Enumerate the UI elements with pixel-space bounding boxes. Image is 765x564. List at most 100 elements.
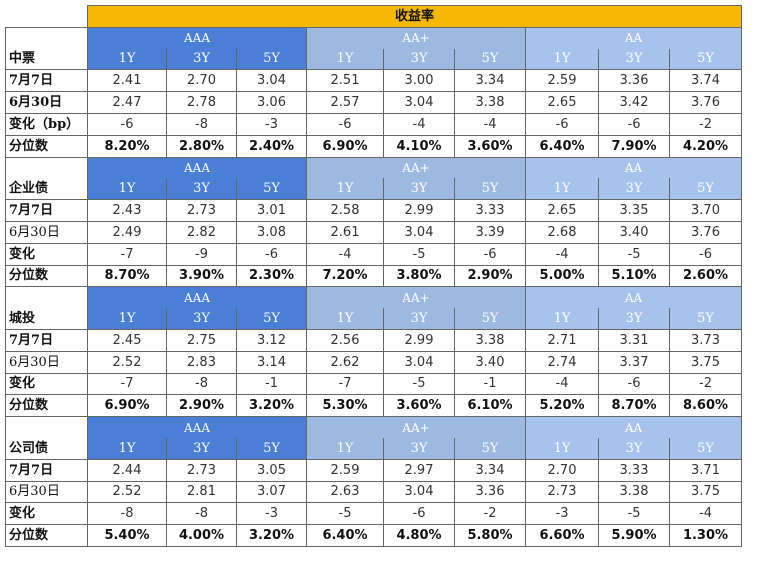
- row-label: 分位数: [5, 134, 88, 158]
- percentile-cell: 3.60%: [383, 394, 455, 418]
- tenor-header: 3Y: [166, 308, 237, 330]
- value-cell: 2.58: [306, 199, 384, 222]
- value-cell: -6: [306, 112, 384, 136]
- value-cell: 2.82: [166, 220, 237, 244]
- grade-header-row: AAA AA+ AA: [5, 286, 742, 309]
- value-cell: -5: [383, 242, 455, 266]
- value-cell: -5: [306, 502, 384, 526]
- percentile-cell: 6.40%: [306, 524, 384, 547]
- value-cell: 2.57: [306, 91, 384, 114]
- tenor-header: 3Y: [383, 48, 455, 71]
- tenor-header: 3Y: [383, 437, 455, 460]
- value-cell: 2.83: [166, 350, 237, 374]
- percentile-cell: 8.60%: [669, 394, 742, 418]
- value-cell: 2.99: [383, 199, 455, 222]
- value-cell: -1: [236, 372, 307, 396]
- table-title: 收益率: [87, 5, 742, 28]
- data-row: 7月7日 2.45 2.75 3.12 2.56 2.99 3.38 2.71 3.31 3.73: [5, 328, 742, 352]
- percentile-cell: 2.30%: [236, 264, 307, 288]
- percentile-cell: 8.20%: [87, 134, 167, 158]
- percentile-cell: 4.10%: [383, 134, 455, 158]
- percentile-cell: 8.70%: [598, 394, 670, 418]
- value-cell: 3.06: [236, 91, 307, 114]
- value-cell: -6: [598, 372, 670, 396]
- tenor-header: 3Y: [166, 48, 237, 71]
- percentile-cell: 3.80%: [383, 264, 455, 288]
- percentile-cell: 5.30%: [306, 394, 384, 418]
- percentile-cell: 4.20%: [669, 134, 742, 158]
- value-cell: 2.73: [525, 480, 599, 504]
- value-cell: -7: [87, 242, 167, 266]
- value-cell: 2.59: [525, 69, 599, 93]
- value-cell: 2.59: [306, 458, 384, 482]
- value-cell: 3.12: [236, 328, 307, 352]
- percentile-cell: 6.40%: [525, 134, 599, 158]
- tenor-header: 5Y: [454, 437, 526, 460]
- data-row: 变化 -8 -8 -3 -5 -6 -2 -3 -5 -4: [5, 502, 742, 526]
- data-row: 7月7日 2.43 2.73 3.01 2.58 2.99 3.33 2.65 3.35 3.70: [5, 199, 742, 222]
- data-row: 分位数 5.40% 4.00% 3.20% 6.40% 4.80% 5.80% 6.60% 5.…: [5, 524, 742, 547]
- tenor-header: 1Y: [306, 48, 384, 71]
- value-cell: 3.14: [236, 350, 307, 374]
- value-cell: -6: [669, 242, 742, 266]
- tenor-header: 5Y: [669, 437, 742, 460]
- value-cell: 3.39: [454, 220, 526, 244]
- value-cell: -4: [306, 242, 384, 266]
- value-cell: 3.40: [598, 220, 670, 244]
- percentile-cell: 2.80%: [166, 134, 237, 158]
- value-cell: 3.42: [598, 91, 670, 114]
- title-row: 收益率: [5, 5, 742, 28]
- percentile-cell: 3.20%: [236, 524, 307, 547]
- value-cell: 3.74: [669, 69, 742, 93]
- row-label: 7月7日: [5, 328, 88, 352]
- data-row: 6月30日 2.47 2.78 3.06 2.57 3.04 3.38 2.65 3.42 3.7…: [5, 91, 742, 114]
- value-cell: -5: [598, 502, 670, 526]
- value-cell: 2.81: [166, 480, 237, 504]
- tenor-header: 3Y: [598, 48, 670, 71]
- percentile-cell: 7.90%: [598, 134, 670, 158]
- grade-header: AAA: [87, 26, 307, 49]
- value-cell: -6: [87, 112, 167, 136]
- value-cell: 2.52: [87, 350, 167, 374]
- percentile-cell: 3.20%: [236, 394, 307, 418]
- grade-header-row: AAA AA+ AA: [5, 156, 742, 179]
- value-cell: -8: [166, 502, 237, 526]
- percentile-cell: 3.90%: [166, 264, 237, 288]
- percentile-cell: 2.40%: [236, 134, 307, 158]
- value-cell: -2: [669, 112, 742, 136]
- tenor-header: 1Y: [306, 308, 384, 330]
- value-cell: 3.33: [454, 199, 526, 222]
- value-cell: 3.33: [598, 458, 670, 482]
- value-cell: 3.05: [236, 458, 307, 482]
- percentile-cell: 6.90%: [87, 394, 167, 418]
- value-cell: 2.41: [87, 69, 167, 93]
- row-label: 7月7日: [5, 69, 88, 93]
- value-cell: 2.65: [525, 91, 599, 114]
- value-cell: 3.31: [598, 328, 670, 352]
- percentile-cell: 4.00%: [166, 524, 237, 547]
- corner-cell: [5, 5, 88, 28]
- value-cell: 2.73: [166, 458, 237, 482]
- row-label: 6月30日: [5, 350, 88, 374]
- percentile-cell: 8.70%: [87, 264, 167, 288]
- value-cell: -9: [166, 242, 237, 266]
- value-cell: 3.04: [383, 220, 455, 244]
- data-row: 变化 -7 -8 -1 -7 -5 -1 -4 -6 -2: [5, 372, 742, 396]
- row-label: 分位数: [5, 394, 88, 418]
- value-cell: -3: [525, 502, 599, 526]
- value-cell: -6: [454, 242, 526, 266]
- value-cell: 2.78: [166, 91, 237, 114]
- value-cell: 3.71: [669, 458, 742, 482]
- row-label: 7月7日: [5, 199, 88, 222]
- value-cell: 2.71: [525, 328, 599, 352]
- row-label: 6月30日: [5, 220, 88, 244]
- value-cell: 3.34: [454, 69, 526, 93]
- value-cell: 3.37: [598, 350, 670, 374]
- data-row: 6月30日 2.49 2.82 3.08 2.61 3.04 3.39 2.68 3.40 3.7…: [5, 220, 742, 244]
- grade-header: AAA: [87, 156, 307, 179]
- value-cell: -6: [598, 112, 670, 136]
- tenor-header: 3Y: [598, 178, 670, 201]
- value-cell: -7: [306, 372, 384, 396]
- value-cell: 3.04: [383, 350, 455, 374]
- value-cell: 2.43: [87, 199, 167, 222]
